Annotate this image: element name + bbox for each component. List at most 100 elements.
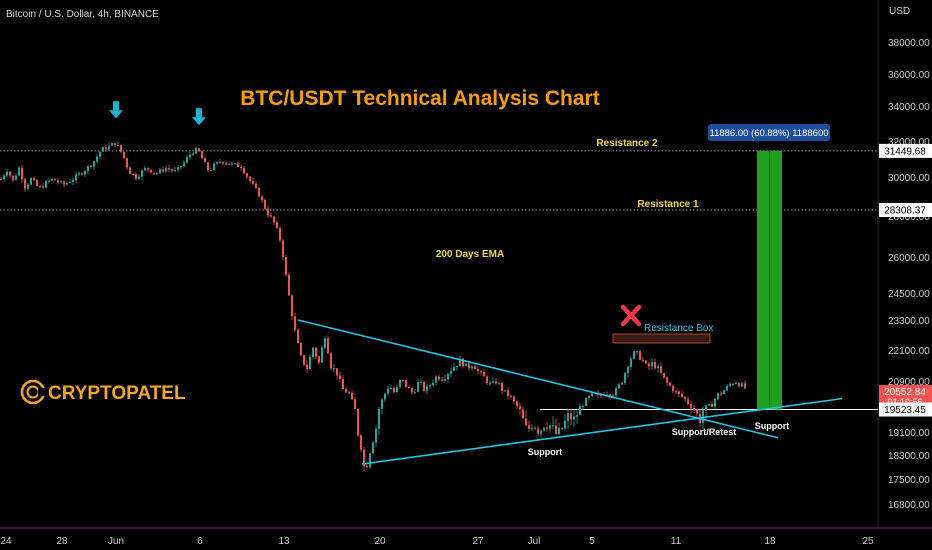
candle-body: [129, 167, 131, 175]
candle-body: [75, 174, 77, 181]
support-price-tag: 19523.45: [884, 405, 926, 416]
candle-body: [63, 181, 65, 185]
candle-body: [456, 366, 458, 368]
candle-body: [315, 347, 317, 357]
time-axis[interactable]: 24 28 Jun 6 13 20 27 Jul 5 11 18 25: [0, 536, 874, 547]
candle-body: [519, 406, 521, 410]
candle-body: [468, 363, 470, 369]
candle-body: [738, 383, 740, 387]
candle-body: [555, 425, 557, 434]
candle-body: [516, 401, 518, 407]
candle-body: [411, 388, 413, 393]
candle-body: [639, 351, 641, 360]
candle-body: [393, 388, 395, 393]
y-tick-label: 22100.00: [888, 346, 930, 357]
candle-body: [717, 393, 719, 400]
top-arrows: [109, 101, 206, 126]
candle-body: [78, 173, 80, 175]
candle-body: [348, 392, 350, 394]
candle-body: [174, 169, 176, 171]
candle-body: [366, 465, 368, 468]
resistance-1-price-tag-bg: [879, 202, 932, 217]
candle-body: [294, 316, 296, 330]
candle-body: [255, 183, 257, 188]
candle-body: [465, 363, 467, 367]
logo-text: CRYPTOPATEL: [48, 383, 186, 404]
candle-body: [459, 358, 461, 367]
resistance-box[interactable]: [612, 333, 711, 344]
candle-body: [3, 175, 5, 179]
candle-body: [285, 256, 287, 275]
candle-body: [372, 442, 374, 454]
candle-body: [342, 378, 344, 389]
ascending-trendline[interactable]: [361, 397, 843, 465]
candle-body: [660, 366, 662, 373]
candle-body: [177, 167, 179, 170]
candle-body: [147, 167, 149, 170]
candle-body: [168, 168, 170, 170]
candle-body: [192, 153, 194, 155]
y-tick-label: 20900.00: [888, 377, 930, 388]
candle-body: [384, 393, 386, 400]
candle-body: [231, 163, 233, 165]
currency-label: USD: [889, 6, 910, 17]
y-tick-label: 34000.00: [888, 102, 930, 113]
candle-body: [621, 382, 623, 385]
trendlines[interactable]: [297, 319, 843, 465]
candle-body: [120, 144, 122, 152]
candle-body: [102, 147, 104, 152]
candle-body: [276, 222, 278, 228]
candle-body: [114, 143, 116, 146]
candle-body: [327, 338, 329, 354]
candle-body: [249, 176, 251, 182]
y-tick-label: 28000.00: [888, 212, 930, 223]
y-tick-label: 17500.00: [888, 475, 930, 486]
candle-body: [690, 403, 692, 409]
annotation-resistance-2: Resistance 2: [596, 138, 658, 149]
measure-label: 11886.00 (60.88%) 1188600: [709, 128, 828, 139]
candle-body: [9, 171, 11, 176]
candle-body: [198, 148, 200, 152]
candle-body: [438, 376, 440, 380]
resistance-box-group[interactable]: Resistance Box: [612, 304, 713, 344]
y-tick-label: 24500.00: [888, 289, 930, 300]
rejection-x-icon: [620, 304, 642, 327]
candle-body: [654, 362, 656, 369]
candle-body: [288, 274, 290, 296]
x-tick-label: 27: [472, 536, 484, 547]
logo-ring-gap: [38, 388, 46, 396]
candle-body: [405, 380, 407, 387]
candle-body: [360, 435, 362, 450]
candle-body: [312, 347, 314, 357]
y-tick-label: 18300.00: [888, 451, 930, 462]
candle-body: [138, 176, 140, 179]
candle-body: [378, 408, 380, 429]
candle-body: [402, 379, 404, 381]
candle-body: [507, 390, 509, 396]
price-axis[interactable]: 38000.00 36000.00 34000.00 32000.00 30000.00…: [888, 38, 930, 511]
candle-body: [279, 227, 281, 241]
down-arrow-icon: [109, 101, 123, 119]
candle-body: [396, 387, 398, 393]
candle-body: [657, 366, 659, 369]
candle-body: [204, 158, 206, 163]
candle-body: [483, 371, 485, 377]
candle-body: [663, 372, 665, 378]
candle-body: [0, 178, 2, 180]
candle-body: [441, 379, 443, 381]
candle-body: [444, 379, 446, 381]
candle-body: [453, 367, 455, 371]
candle-body: [117, 144, 119, 146]
y-tick-label: 19100.00: [888, 428, 930, 439]
y-tick-label: 30000.00: [888, 173, 930, 184]
candle-body: [375, 428, 377, 443]
price-range-measure[interactable]: 11886.00 (60.88%) 1188600: [708, 124, 830, 410]
candle-body: [666, 377, 668, 383]
candle-body: [564, 420, 566, 429]
measure-label-box: [708, 124, 830, 141]
candle-body: [561, 427, 563, 429]
candle-body: [588, 396, 590, 399]
candle-body: [165, 168, 167, 172]
